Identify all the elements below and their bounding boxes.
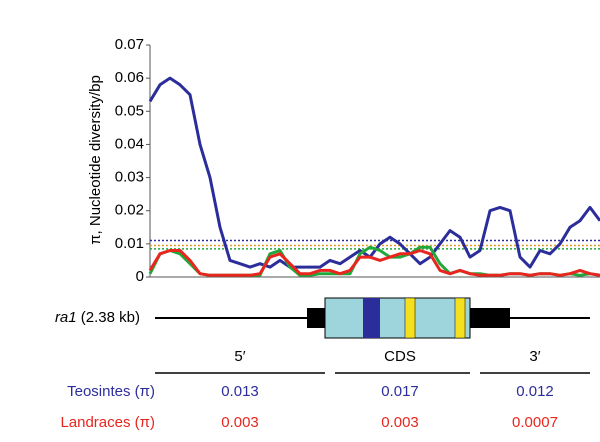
row-label: Landraces (π): [60, 414, 155, 431]
y-tick-label: 0.04: [115, 135, 144, 152]
y-tick-label: 0.06: [115, 69, 144, 86]
column-header: CDS: [384, 348, 416, 365]
y-tick-label: 0.01: [115, 235, 144, 252]
y-tick-label: 0: [136, 268, 144, 285]
cell: 0.012: [516, 383, 554, 400]
y-axis-label: π, Nucleotide diversity/bp: [87, 75, 104, 245]
column-header: 5′: [234, 348, 245, 365]
cell: 0.013: [221, 383, 259, 400]
cell: 0.003: [381, 414, 419, 431]
gene-diagram: [155, 297, 590, 339]
column-header: 3′: [529, 348, 540, 365]
y-tick-label: 0.07: [115, 36, 144, 53]
cell: 0.003: [221, 414, 259, 431]
cell: 0.017: [381, 383, 419, 400]
row-label: Teosintes (π): [67, 383, 155, 400]
gene-size: (2.38 kb): [81, 309, 140, 326]
y-tick-label: 0.05: [115, 102, 144, 119]
gene-name: ra1: [55, 309, 77, 326]
series-line: [148, 249, 600, 277]
series-line: [148, 76, 600, 269]
y-tick-label: 0.03: [115, 169, 144, 186]
y-tick-label: 0.02: [115, 202, 144, 219]
gene-label: ra1 (2.38 kb): [55, 309, 140, 326]
cell: 0.0007: [512, 414, 558, 431]
